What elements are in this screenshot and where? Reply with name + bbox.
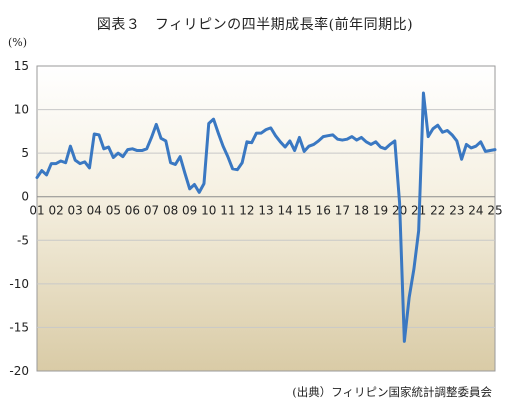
- y-tick-label: -10: [9, 277, 29, 291]
- x-tick-label: 17: [335, 204, 350, 218]
- x-tick-label: 02: [48, 204, 63, 218]
- y-tick-label: 0: [21, 190, 29, 204]
- x-tick-label: 10: [201, 204, 216, 218]
- x-tick-label: 16: [316, 204, 331, 218]
- chart-title: 図表３ フィリピンの四半期成長率(前年同期比): [96, 17, 414, 33]
- y-axis-ticks: 15 10 5 0 -5 -10 -15 -20: [9, 59, 29, 378]
- x-tick-label: 15: [297, 204, 312, 218]
- x-tick-label: 22: [430, 204, 445, 218]
- y-tick-label: -5: [17, 233, 29, 247]
- y-tick-label: -20: [9, 364, 29, 378]
- x-tick-label: 18: [354, 204, 369, 218]
- x-tick-label: 08: [163, 204, 178, 218]
- x-tick-label: 13: [258, 204, 273, 218]
- y-tick-label: 10: [14, 103, 29, 117]
- y-tick-label: 15: [14, 59, 29, 73]
- y-unit-label: (%): [8, 36, 28, 49]
- x-tick-label: 19: [373, 204, 388, 218]
- x-tick-label: 04: [87, 204, 102, 218]
- series-line-growth-rate: [35, 91, 497, 343]
- x-tick-label: 14: [277, 204, 292, 218]
- y-tick-label: -15: [9, 320, 29, 334]
- x-tick-label: 12: [239, 204, 254, 218]
- x-tick-label: 01: [29, 204, 44, 218]
- source-note: (出典）フィリピン国家統計調整委員会: [292, 385, 492, 399]
- x-tick-label: 11: [220, 204, 235, 218]
- gridlines: [37, 109, 495, 328]
- x-tick-label: 25: [487, 204, 502, 218]
- x-tick-label: 03: [68, 204, 83, 218]
- x-tick-label: 07: [144, 204, 159, 218]
- y-tick-label: 5: [21, 146, 29, 160]
- x-tick-label: 09: [182, 204, 197, 218]
- x-axis-ticks: 01 02 03 04 05 06 07 08 09 10 11 12 13 14 15 16 17 18 19 20…: [29, 204, 502, 218]
- x-tick-label: 05: [106, 204, 121, 218]
- x-tick-label: 23: [449, 204, 464, 218]
- x-tick-label: 06: [125, 204, 140, 218]
- x-tick-label: 24: [468, 204, 483, 218]
